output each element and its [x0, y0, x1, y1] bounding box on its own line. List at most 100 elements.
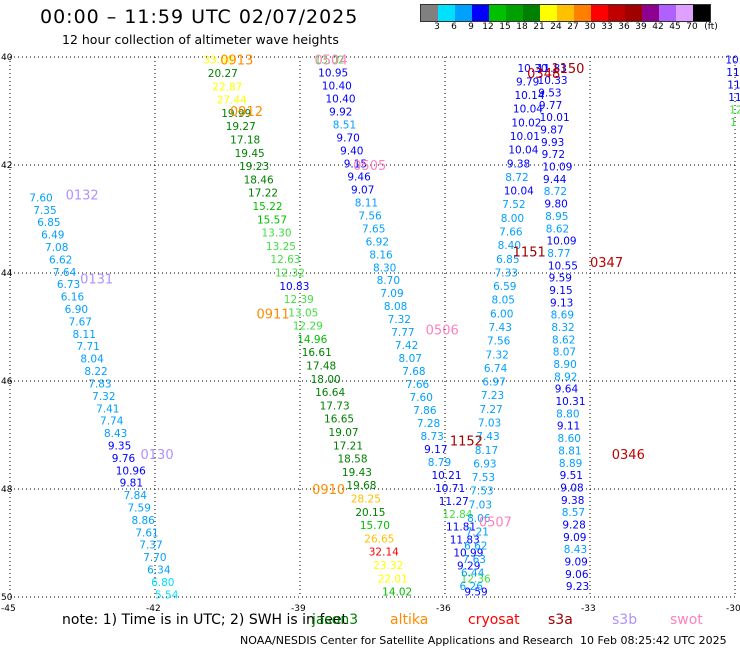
scale-unit-label: (ft)	[704, 22, 718, 32]
wave-height-value: 12	[729, 104, 740, 116]
wave-height-value: 10.01	[540, 112, 570, 124]
wave-height-value: 10.02	[511, 117, 541, 129]
wave-height-value: 10.31	[555, 396, 585, 408]
wave-height-value: 14.02	[382, 587, 412, 599]
wave-height-value: 7.71	[76, 341, 99, 353]
wave-height-value: 10.14	[514, 90, 544, 102]
wave-height-value: 19.43	[342, 467, 372, 479]
wave-height-value: 7.66	[406, 379, 430, 391]
scale-tick-label: 27	[567, 22, 579, 32]
credit-line: NOAA/NESDIS Center for Satellite Applica…	[240, 634, 574, 647]
lon-tick-label: -36	[436, 604, 451, 614]
scale-tick-label: 24	[550, 22, 562, 32]
wave-height-value: 7.66	[499, 227, 523, 239]
wave-height-value: 17.18	[230, 134, 260, 146]
scale-swatch	[438, 5, 455, 21]
wave-height-value: 8.11	[355, 197, 378, 209]
wave-height-value: 9.44	[543, 174, 567, 186]
wave-height-value: 12.84	[442, 509, 472, 521]
wave-height-value: 9.80	[544, 199, 567, 211]
scale-tick-label: 9	[468, 22, 474, 32]
wave-height-value: 5.54	[155, 589, 179, 601]
wave-height-value: 17.48	[306, 361, 336, 373]
wave-height-value: 6.93	[473, 458, 496, 470]
wave-height-value: 13.30	[261, 228, 291, 240]
wave-height-value: 9.64	[555, 384, 579, 396]
pass-time-label: 1150	[551, 62, 584, 77]
wave-height-value: 12.32	[275, 267, 305, 279]
wave-height-value: 8.90	[553, 359, 576, 371]
scale-swatch	[625, 5, 642, 21]
wave-height-value: 6.16	[61, 292, 85, 304]
lon-tick-label: -33	[581, 604, 596, 614]
wave-height-value: 7.23	[481, 390, 504, 402]
wave-height-value: 15.70	[360, 520, 390, 532]
wave-height-value: 19.68	[346, 480, 376, 492]
wave-height-value: 6.00	[490, 308, 513, 320]
wave-height-value: 6.26	[460, 581, 484, 593]
wave-height-value: 9.72	[542, 149, 565, 161]
wave-height-value: 9.38	[507, 158, 530, 170]
wave-height-value: 7.86	[413, 405, 437, 417]
pass-time-label: 0346	[612, 448, 645, 463]
wave-height-value: 9.06	[565, 569, 589, 581]
wave-height-value: 8.95	[545, 211, 568, 223]
lat-tick-label: 46	[1, 377, 13, 387]
wave-height-value: 19.27	[226, 121, 256, 133]
wave-height-value: 23.32	[373, 560, 403, 572]
pass-time-label: 0910	[312, 483, 345, 498]
lon-tick-label: -30	[726, 604, 740, 614]
wave-height-value: 15.57	[257, 214, 287, 226]
wave-height-value: 7.74	[100, 416, 124, 428]
wave-height-value: 8.73	[420, 431, 443, 443]
wave-height-value: 1	[730, 117, 737, 129]
pass-time-label: 0507	[479, 515, 512, 530]
wave-height-value: 7.61	[135, 527, 158, 539]
wave-height-value: 9.28	[562, 519, 585, 531]
wave-height-value: 9.81	[120, 478, 143, 490]
wave-height-value: 7.43	[489, 322, 512, 334]
wave-height-value: 9.70	[336, 133, 359, 145]
page-subtitle: 12 hour collection of altimeter wave hei…	[62, 32, 339, 47]
wave-height-value: 7.32	[388, 314, 411, 326]
wave-height-value: 7.84	[124, 490, 148, 502]
wave-height-value: 8.30	[373, 262, 396, 274]
pass-time-label: 0504	[315, 54, 348, 69]
wave-height-value: 8.81	[558, 445, 581, 457]
wave-height-value: 7.43	[476, 431, 499, 443]
scale-swatch	[591, 5, 608, 21]
satellite-legend-item: swot	[670, 612, 703, 628]
wave-height-value: 20.15	[355, 507, 385, 519]
wave-height-value: 10.30	[518, 63, 548, 75]
pass-time-label: 0913	[220, 54, 253, 69]
pass-time-label: 0347	[590, 256, 623, 271]
wave-height-value: 9.38	[561, 495, 584, 507]
wave-height-value: 8.86	[131, 515, 155, 527]
wave-height-value: 8.72	[505, 172, 528, 184]
wave-height-value: 9.92	[329, 107, 352, 119]
wave-height-value: 6.92	[366, 236, 389, 248]
wave-height-value: 9.23	[566, 581, 589, 593]
wave-height-value: 9.09	[564, 557, 587, 569]
wave-height-value: 7.03	[469, 499, 492, 511]
wave-height-value: 8.06	[467, 513, 491, 525]
wave-height-value: 7.56	[358, 210, 382, 222]
scale-tick-label: 6	[451, 22, 457, 32]
wave-height-value: 7.52	[502, 199, 525, 211]
wave-height-value: 6.62	[464, 540, 487, 552]
wave-height-value: 11.27	[439, 496, 469, 508]
wave-height-value: 9.87	[540, 125, 563, 137]
scale-tick-label: 21	[533, 22, 545, 32]
wave-height-value: 9.93	[541, 137, 564, 149]
wave-height-value: 7.37	[139, 540, 162, 552]
wave-height-value: 16.65	[324, 414, 354, 426]
wave-height-value: 15.22	[253, 201, 283, 213]
lon-tick-label: -45	[1, 604, 16, 614]
lat-tick-label: 44	[1, 269, 13, 279]
wave-height-value: 22.87	[212, 81, 242, 93]
wave-height-value: 8.40	[498, 240, 521, 252]
wave-height-value: 9.08	[560, 482, 583, 494]
scale-tick-label: 70	[686, 22, 698, 32]
